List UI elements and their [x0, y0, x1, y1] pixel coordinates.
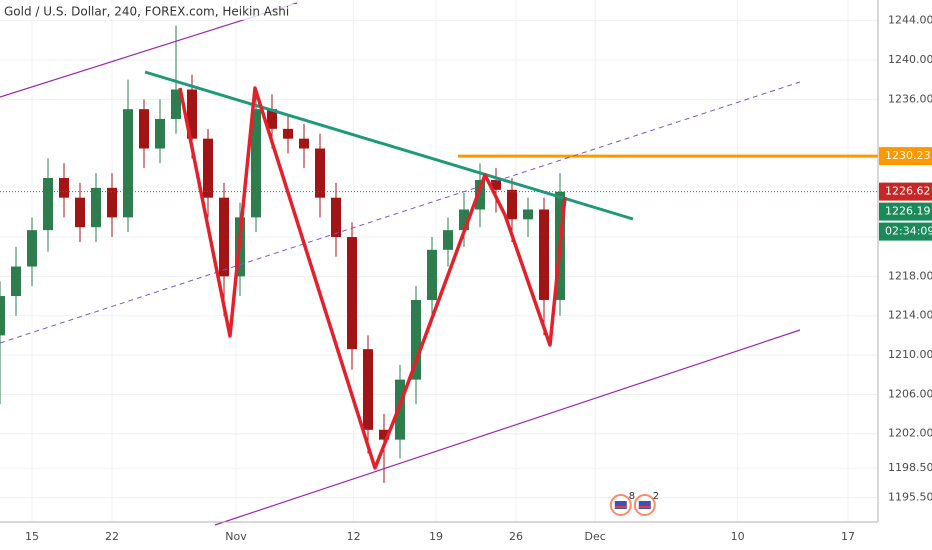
- candle-body: [203, 138, 213, 198]
- candle-body: [219, 197, 229, 277]
- channel-lower: [214, 329, 801, 526]
- countdown: 02:34:09: [885, 225, 932, 238]
- chart-title: Gold / U.S. Dollar, 240, FOREX.com, Heik…: [4, 5, 289, 19]
- price-label-bg: [879, 182, 932, 201]
- candle-body: [491, 179, 501, 190]
- x-tick-label: 19: [429, 530, 443, 543]
- price-label: 1226.62: [885, 185, 931, 198]
- candle-body: [107, 187, 117, 218]
- price-label-bg: [879, 147, 932, 166]
- candle-body: [283, 128, 293, 139]
- price-label: 1226.19: [885, 205, 931, 218]
- event-count: 2: [653, 491, 659, 502]
- price-label: 1230.23: [885, 149, 931, 162]
- candle-body: [251, 109, 261, 218]
- x-tick-label: Dec: [585, 530, 606, 543]
- candle-body: [43, 178, 53, 231]
- y-tick-label: 1244.00: [888, 14, 932, 27]
- candle-body: [507, 189, 517, 220]
- zigzag-pattern: [178, 86, 567, 470]
- candle-body: [523, 209, 533, 220]
- trend-line: [144, 70, 634, 221]
- y-tick-label: 1210.00: [888, 348, 932, 361]
- event-count: 8: [629, 491, 635, 502]
- candle-body: [0, 296, 5, 336]
- candle-body: [59, 178, 69, 198]
- candle-body: [27, 230, 37, 267]
- x-tick-label: 15: [25, 530, 39, 543]
- candle-body: [443, 230, 453, 250]
- axes: 1244.001240.001236.001222.001218.001214.…: [25, 14, 932, 543]
- y-tick-label: 1236.00: [888, 92, 932, 105]
- price-axis: [878, 0, 932, 550]
- x-tick-label: 12: [347, 530, 361, 543]
- drawings: [0, 2, 801, 526]
- candle-body: [155, 119, 165, 149]
- candle-body: [475, 179, 485, 210]
- countdown-bg: [879, 222, 932, 241]
- title-bg: [0, 4, 300, 20]
- candle-body: [539, 209, 549, 300]
- y-tick-label: 1218.00: [888, 269, 932, 282]
- price-label-bg: [879, 202, 932, 221]
- event-flag: [614, 501, 627, 509]
- candle-body: [187, 89, 197, 139]
- y-tick-label: 1214.00: [888, 309, 932, 322]
- candle-body: [267, 109, 277, 129]
- candle-body: [139, 109, 149, 149]
- event-flag: [638, 501, 651, 509]
- candle-body: [11, 266, 21, 297]
- y-tick-label: 1195.50: [888, 491, 932, 504]
- candle-body: [331, 197, 341, 238]
- x-tick-label: 17: [841, 530, 855, 543]
- x-tick-label: 22: [105, 530, 119, 543]
- candle-body: [315, 148, 325, 198]
- x-tick-label: Nov: [225, 530, 247, 543]
- y-tick-label: 1240.00: [888, 53, 932, 66]
- candle-body: [459, 209, 469, 231]
- candle-body: [299, 138, 309, 149]
- candle-body: [123, 109, 133, 218]
- candle-body: [379, 429, 389, 440]
- candle-body: [411, 299, 421, 380]
- candle-body: [75, 197, 85, 228]
- candle-body: [171, 89, 181, 120]
- y-tick-label: 1202.00: [888, 427, 932, 440]
- y-tick-label: 1198.50: [888, 461, 932, 474]
- candle-body: [363, 349, 373, 430]
- candle-body: [91, 187, 101, 228]
- x-tick-label: 26: [509, 530, 523, 543]
- x-tick-label: 10: [731, 530, 745, 543]
- candle-body: [347, 237, 357, 350]
- y-tick-label: 1206.00: [888, 387, 932, 400]
- candle-body: [427, 249, 437, 300]
